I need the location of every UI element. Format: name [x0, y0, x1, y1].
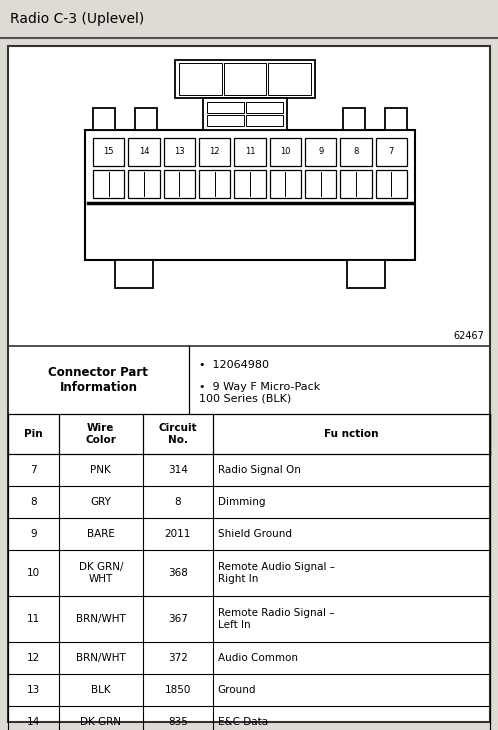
- Text: 14: 14: [27, 717, 40, 727]
- Text: 1850: 1850: [165, 685, 191, 695]
- Text: Connector Part
Information: Connector Part Information: [48, 366, 148, 394]
- Text: Radio Signal On: Radio Signal On: [218, 465, 301, 475]
- Text: Ground: Ground: [218, 685, 256, 695]
- Bar: [175, 60, 315, 98]
- Bar: [164, 138, 195, 166]
- Bar: [128, 138, 160, 166]
- Text: BARE: BARE: [87, 529, 115, 539]
- Text: 7: 7: [388, 147, 394, 156]
- Bar: [115, 260, 153, 288]
- Text: 314: 314: [168, 465, 188, 475]
- Text: 13: 13: [174, 147, 185, 156]
- Bar: [340, 138, 372, 166]
- Text: 367: 367: [168, 614, 188, 624]
- Text: 8: 8: [175, 497, 181, 507]
- Text: 12: 12: [27, 653, 40, 663]
- Text: Pin: Pin: [24, 429, 43, 439]
- Bar: [93, 138, 124, 166]
- Text: DK GRN/
WHT: DK GRN/ WHT: [79, 562, 123, 584]
- Bar: [269, 170, 301, 198]
- Bar: [246, 115, 283, 126]
- Text: Circuit
No.: Circuit No.: [158, 423, 197, 445]
- Bar: [385, 108, 407, 130]
- Text: 62467: 62467: [453, 331, 484, 341]
- Bar: [207, 115, 244, 126]
- Bar: [268, 63, 311, 95]
- Text: 13: 13: [27, 685, 40, 695]
- Bar: [0, 0, 498, 38]
- Text: 2011: 2011: [165, 529, 191, 539]
- Text: 14: 14: [139, 147, 149, 156]
- Text: •  12064980: • 12064980: [199, 360, 269, 370]
- Bar: [347, 260, 385, 288]
- Text: BRN/WHT: BRN/WHT: [76, 653, 125, 663]
- Text: Radio C-3 (Uplevel): Radio C-3 (Uplevel): [10, 12, 144, 26]
- Bar: [305, 170, 336, 198]
- Bar: [85, 130, 415, 260]
- Text: 8: 8: [353, 147, 359, 156]
- Text: 7: 7: [30, 465, 37, 475]
- Text: DK GRN: DK GRN: [80, 717, 122, 727]
- Bar: [164, 170, 195, 198]
- Bar: [375, 138, 407, 166]
- Text: 372: 372: [168, 653, 188, 663]
- Text: 9: 9: [318, 147, 323, 156]
- Text: 835: 835: [168, 717, 188, 727]
- Bar: [128, 170, 160, 198]
- Text: BLK: BLK: [91, 685, 111, 695]
- Bar: [224, 63, 266, 95]
- Text: Audio Common: Audio Common: [218, 653, 298, 663]
- Text: Remote Audio Signal –
Right In: Remote Audio Signal – Right In: [218, 562, 335, 584]
- Text: Remote Radio Signal –
Left In: Remote Radio Signal – Left In: [218, 608, 334, 630]
- Bar: [235, 138, 265, 166]
- Bar: [269, 138, 301, 166]
- Text: Shield Ground: Shield Ground: [218, 529, 292, 539]
- Bar: [246, 102, 283, 113]
- Bar: [340, 170, 372, 198]
- Text: Fu nction: Fu nction: [324, 429, 378, 439]
- Text: •  9 Way F Micro-Pack
100 Series (BLK): • 9 Way F Micro-Pack 100 Series (BLK): [199, 382, 320, 404]
- Bar: [235, 170, 265, 198]
- Text: Dimming: Dimming: [218, 497, 265, 507]
- Bar: [203, 98, 287, 130]
- Bar: [93, 170, 124, 198]
- Bar: [305, 138, 336, 166]
- Bar: [343, 108, 365, 130]
- Text: 8: 8: [30, 497, 37, 507]
- Bar: [93, 108, 115, 130]
- Text: BRN/WHT: BRN/WHT: [76, 614, 125, 624]
- Bar: [207, 102, 244, 113]
- Text: 11: 11: [245, 147, 255, 156]
- Bar: [199, 138, 231, 166]
- Text: 9: 9: [30, 529, 37, 539]
- Text: E&C Data: E&C Data: [218, 717, 268, 727]
- Bar: [199, 170, 231, 198]
- Bar: [375, 170, 407, 198]
- Text: 10: 10: [280, 147, 291, 156]
- Text: 12: 12: [210, 147, 220, 156]
- Bar: [135, 108, 157, 130]
- Text: 11: 11: [27, 614, 40, 624]
- Text: 10: 10: [27, 568, 40, 578]
- Text: 15: 15: [104, 147, 114, 156]
- Text: 368: 368: [168, 568, 188, 578]
- Bar: [179, 63, 222, 95]
- Text: Wire
Color: Wire Color: [85, 423, 116, 445]
- Text: PNK: PNK: [91, 465, 111, 475]
- Text: GRY: GRY: [90, 497, 111, 507]
